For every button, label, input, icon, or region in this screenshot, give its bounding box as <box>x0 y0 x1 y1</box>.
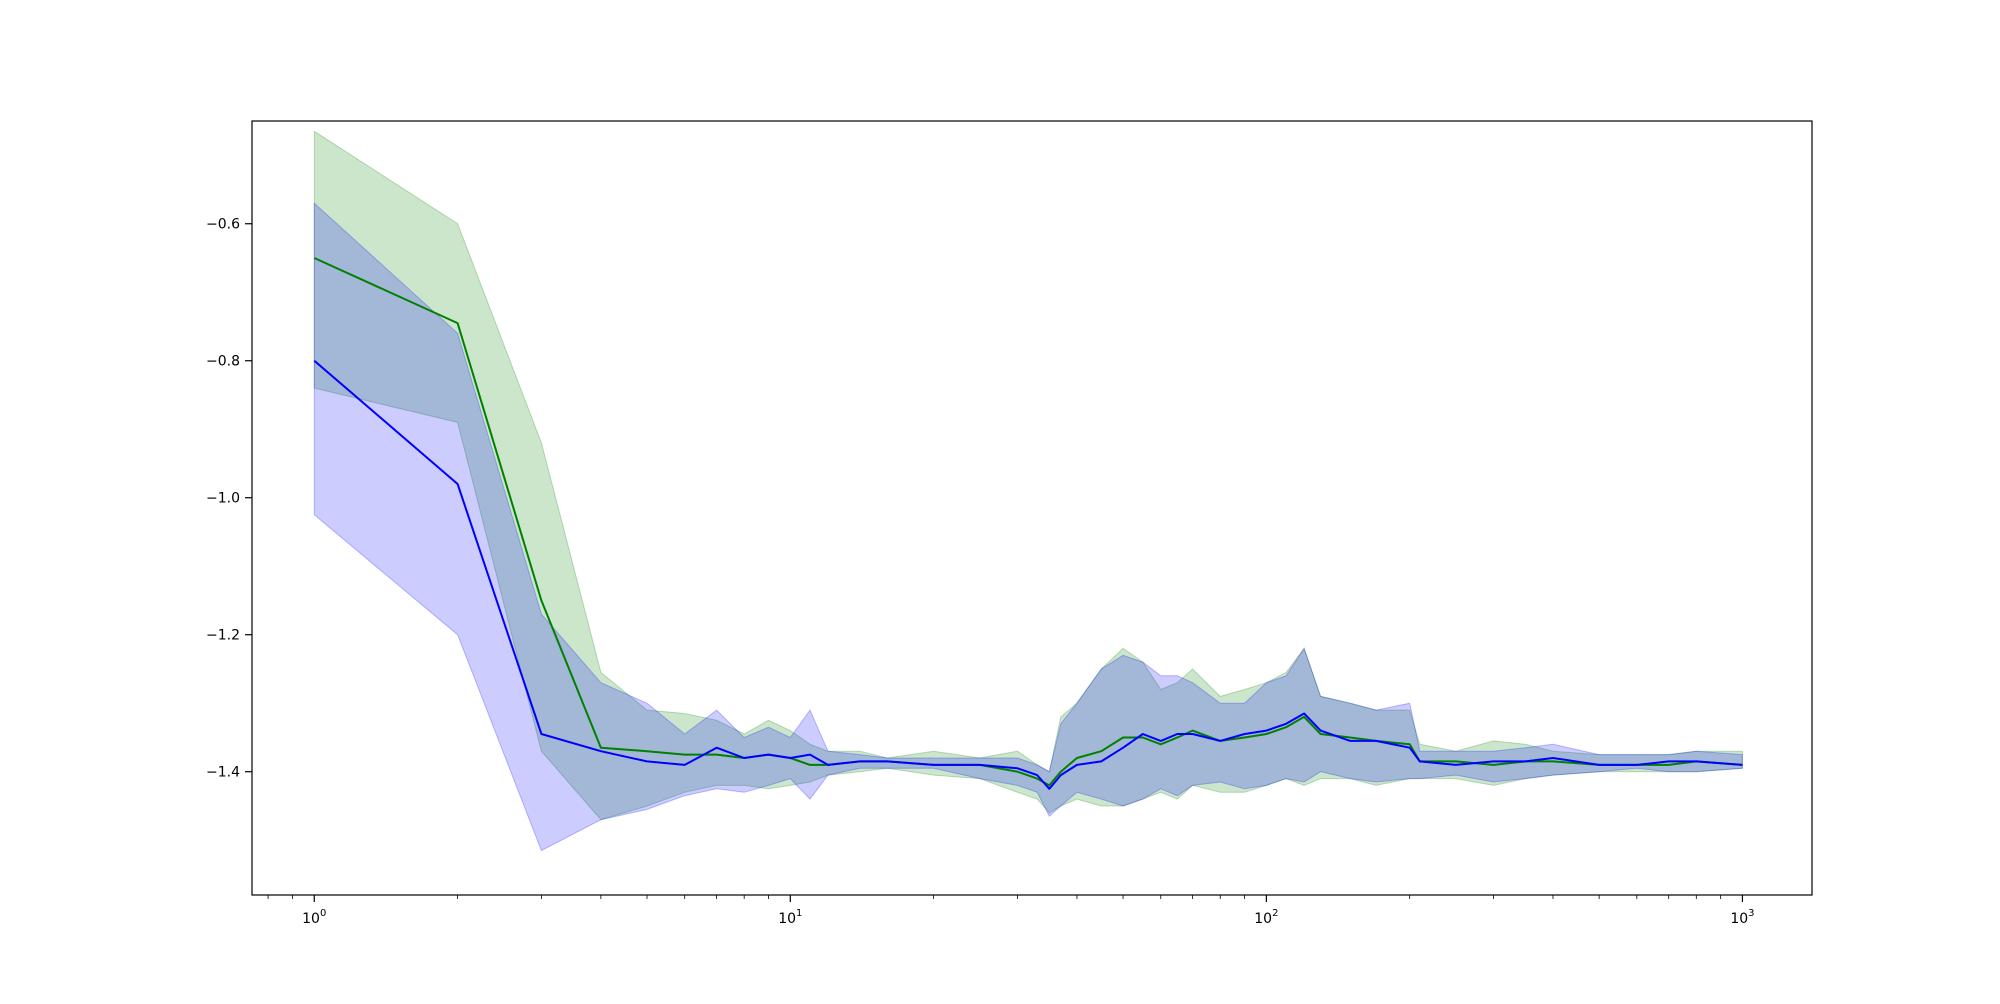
confidence-bands <box>313 130 1743 852</box>
y-tick-label: −0.8 <box>206 354 240 370</box>
plot-frame <box>251 120 1813 896</box>
y-tick-label: −0.6 <box>206 217 240 233</box>
x-tick-label: 102 <box>1254 908 1278 927</box>
green-confidence-band <box>313 130 1743 821</box>
blue-confidence-band <box>313 202 1743 852</box>
y-axis: −0.6 −0.8 −1.0 −1.2 −1.4 <box>206 217 252 781</box>
x-tick-label: 100 <box>302 908 326 927</box>
x-tick-label: 103 <box>1730 908 1754 927</box>
series-lines <box>313 257 1743 790</box>
x-axis: 100 101 102 103 <box>267 895 1755 927</box>
x-tick-label: 101 <box>778 908 802 927</box>
y-tick-label: −1.4 <box>206 765 240 781</box>
y-tick-label: −1.0 <box>206 491 240 507</box>
y-tick-label: −1.2 <box>206 628 240 644</box>
blue-series-line <box>313 359 1743 790</box>
